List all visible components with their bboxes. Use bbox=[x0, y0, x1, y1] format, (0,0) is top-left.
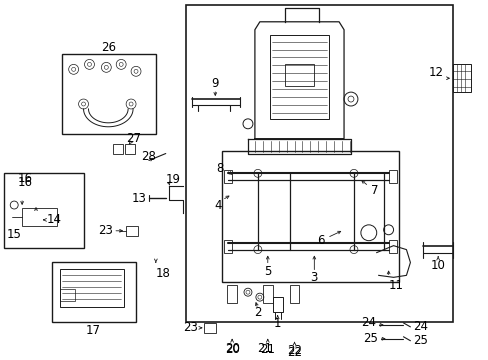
Bar bbox=[388, 170, 396, 183]
Text: 17: 17 bbox=[86, 324, 101, 337]
Bar bbox=[4, 173, 83, 248]
Bar bbox=[61, 54, 156, 134]
Bar bbox=[113, 144, 123, 153]
Text: 28: 28 bbox=[141, 150, 156, 163]
Bar bbox=[284, 64, 314, 86]
Bar bbox=[452, 64, 470, 92]
Text: 15: 15 bbox=[7, 228, 21, 241]
Bar bbox=[185, 5, 452, 322]
Text: 6: 6 bbox=[317, 234, 325, 247]
Text: 20: 20 bbox=[224, 342, 239, 355]
Bar bbox=[60, 269, 124, 307]
Text: 3: 3 bbox=[310, 271, 317, 284]
Text: 25: 25 bbox=[363, 332, 377, 345]
Text: 22: 22 bbox=[286, 344, 302, 357]
Text: 14: 14 bbox=[46, 213, 61, 226]
Bar bbox=[289, 285, 299, 303]
Text: 2: 2 bbox=[254, 306, 261, 319]
Bar bbox=[269, 35, 328, 119]
Bar bbox=[60, 289, 75, 301]
Text: 24: 24 bbox=[412, 320, 427, 333]
Text: 16: 16 bbox=[17, 176, 32, 189]
Bar bbox=[224, 240, 232, 253]
Bar bbox=[272, 297, 282, 312]
Bar bbox=[262, 285, 272, 303]
Text: 9: 9 bbox=[211, 77, 219, 90]
Bar bbox=[224, 170, 232, 183]
Text: 22: 22 bbox=[286, 346, 302, 359]
Bar bbox=[388, 240, 396, 253]
Text: 1: 1 bbox=[273, 318, 281, 330]
Text: 23: 23 bbox=[98, 224, 113, 237]
Text: 12: 12 bbox=[428, 66, 443, 79]
Bar bbox=[222, 150, 398, 282]
Text: 26: 26 bbox=[101, 41, 116, 54]
Text: 7: 7 bbox=[370, 184, 378, 197]
Bar bbox=[204, 323, 216, 333]
Bar bbox=[22, 208, 57, 226]
Text: 24: 24 bbox=[361, 316, 376, 329]
Text: 21: 21 bbox=[260, 343, 275, 356]
Bar bbox=[125, 144, 135, 153]
Text: 10: 10 bbox=[430, 259, 445, 272]
Text: 11: 11 bbox=[388, 279, 403, 292]
Text: 16: 16 bbox=[17, 172, 32, 185]
Text: 5: 5 bbox=[264, 265, 271, 278]
Bar bbox=[126, 226, 138, 236]
Text: 20: 20 bbox=[224, 343, 239, 356]
Bar bbox=[52, 262, 136, 322]
Text: 19: 19 bbox=[165, 173, 180, 186]
Text: 25: 25 bbox=[412, 334, 427, 347]
Bar bbox=[227, 285, 237, 303]
Text: 21: 21 bbox=[257, 342, 272, 355]
Text: 13: 13 bbox=[131, 192, 146, 204]
Text: 8: 8 bbox=[216, 162, 224, 175]
Text: 27: 27 bbox=[126, 132, 141, 145]
Text: 4: 4 bbox=[214, 198, 222, 212]
Text: 23: 23 bbox=[183, 321, 198, 334]
Text: 18: 18 bbox=[155, 267, 170, 280]
